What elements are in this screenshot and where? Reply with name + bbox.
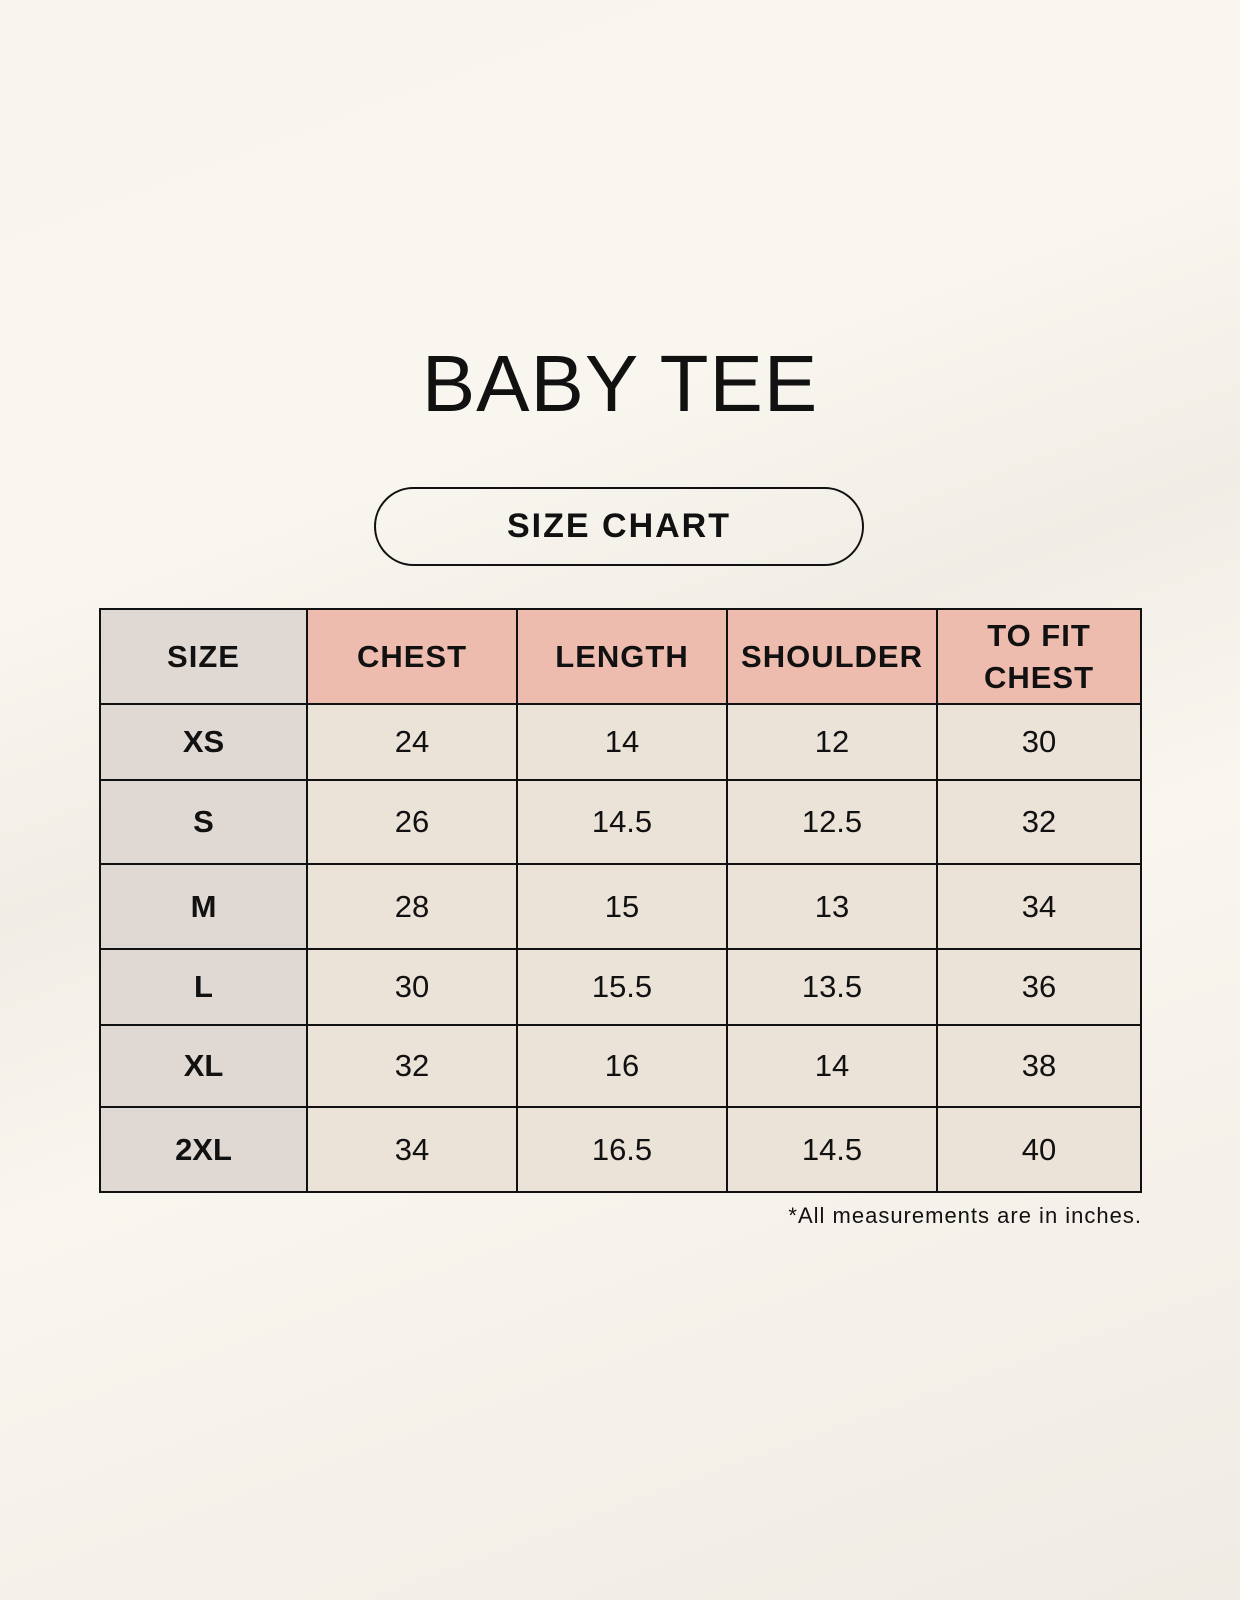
measurement-cell: 40 xyxy=(936,1106,1142,1193)
measurement-cell: 12 xyxy=(726,703,938,781)
header-row: SIZE CHEST LENGTH SHOULDER TO FIT CHEST xyxy=(99,608,1142,705)
size-cell: L xyxy=(99,948,308,1026)
measurement-cell: 30 xyxy=(306,948,518,1026)
header-chest: CHEST xyxy=(306,608,518,705)
measurement-cell: 14.5 xyxy=(726,1106,938,1193)
measurement-cell: 14.5 xyxy=(516,779,728,865)
measurement-cell: 30 xyxy=(936,703,1142,781)
measurement-cell: 12.5 xyxy=(726,779,938,865)
measurement-cell: 13 xyxy=(726,863,938,950)
header-to-fit-chest-text: TO FIT CHEST xyxy=(983,617,1095,695)
measurement-cell: 38 xyxy=(936,1024,1142,1108)
size-cell: XS xyxy=(99,703,308,781)
page-title: BABY TEE xyxy=(421,339,819,428)
table-row: XL 32 16 14 38 xyxy=(99,1024,1142,1108)
size-chart-text: SIZE CHART xyxy=(507,507,731,545)
table-row: XS 24 14 12 30 xyxy=(99,703,1142,781)
measurement-cell: 36 xyxy=(936,948,1142,1026)
header-length: LENGTH xyxy=(516,608,728,705)
measurement-cell: 16 xyxy=(516,1024,728,1108)
measurement-cell: 13.5 xyxy=(726,948,938,1026)
header-shoulder: SHOULDER xyxy=(726,608,938,705)
measurement-cell: 34 xyxy=(306,1106,518,1193)
size-cell: 2XL xyxy=(99,1106,308,1193)
footnote: *All measurements are in inches. xyxy=(788,1203,1142,1228)
table-row: L 30 15.5 13.5 36 xyxy=(99,948,1142,1026)
measurement-cell: 26 xyxy=(306,779,518,865)
size-cell: XL xyxy=(99,1024,308,1108)
table-row: S 26 14.5 12.5 32 xyxy=(99,779,1142,865)
size-chart-label: SIZE CHART xyxy=(374,487,864,566)
measurement-cell: 15 xyxy=(516,863,728,950)
measurement-cell: 28 xyxy=(306,863,518,950)
header-to-fit-chest: TO FIT CHEST xyxy=(936,608,1142,705)
size-cell: M xyxy=(99,863,308,950)
measurement-cell: 32 xyxy=(306,1024,518,1108)
measurement-cell: 15.5 xyxy=(516,948,728,1026)
table-row: 2XL 34 16.5 14.5 40 xyxy=(99,1106,1142,1193)
measurement-cell: 14 xyxy=(516,703,728,781)
size-table: SIZE CHEST LENGTH SHOULDER TO FIT CHEST … xyxy=(99,608,1142,1193)
measurement-cell: 14 xyxy=(726,1024,938,1108)
size-cell: S xyxy=(99,779,308,865)
measurement-cell: 16.5 xyxy=(516,1106,728,1193)
measurement-cell: 34 xyxy=(936,863,1142,950)
measurement-cell: 24 xyxy=(306,703,518,781)
header-size: SIZE xyxy=(99,608,308,705)
table-row: M 28 15 13 34 xyxy=(99,863,1142,950)
measurement-cell: 32 xyxy=(936,779,1142,865)
